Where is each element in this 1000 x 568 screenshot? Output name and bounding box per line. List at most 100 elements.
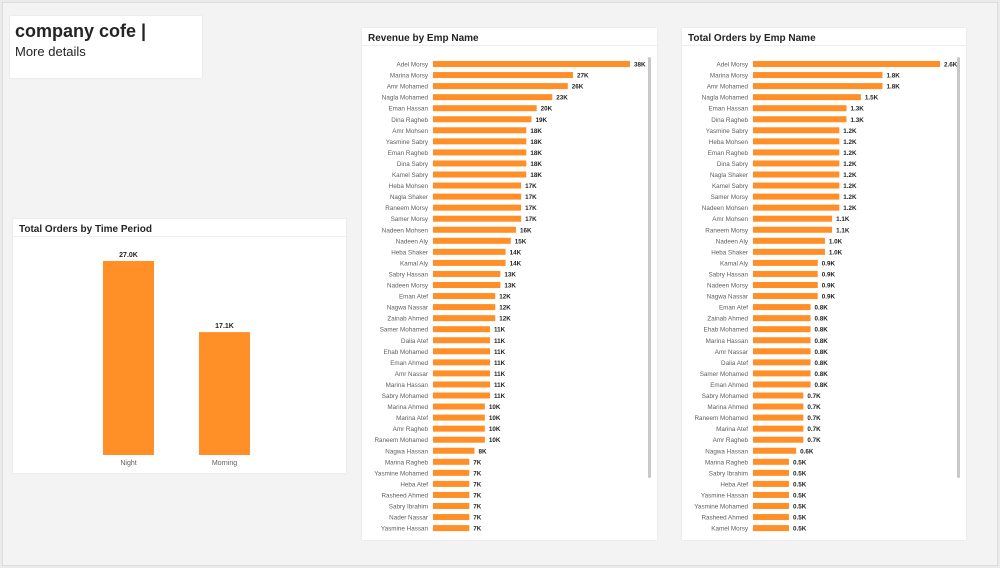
category-label: Yasmine Hassan (701, 492, 749, 499)
data-label: 0.7K (807, 437, 821, 444)
category-label: Dalia Atef (401, 338, 428, 345)
data-label: 18K (530, 161, 542, 168)
category-label: Marina Ahmed (707, 404, 748, 411)
data-label: 1.2K (843, 183, 857, 190)
data-label: 20K (541, 106, 553, 113)
bar (753, 293, 818, 300)
chart-title: Total Orders by Time Period (19, 224, 152, 235)
data-label: 0.5K (793, 470, 807, 477)
bar (753, 138, 840, 145)
category-label: Nagwa Nassar (707, 294, 748, 301)
data-label: 13K (504, 283, 516, 290)
more-details-link[interactable]: More details (15, 44, 86, 59)
category-label: Heba Atef (720, 481, 748, 488)
category-label: Marina Atef (716, 426, 748, 433)
bar (433, 94, 553, 101)
data-label: 1.3K (851, 106, 865, 113)
data-label: 13K (504, 271, 516, 278)
category-label: Adel Morsy (717, 62, 749, 69)
bar (433, 326, 491, 333)
category-label: Amr Nassar (715, 349, 748, 356)
bar (753, 491, 789, 498)
category-label: Yasmine Mohamed (374, 470, 428, 477)
category-label: Heba Shaker (711, 249, 748, 256)
bar (433, 193, 522, 200)
bar (753, 171, 840, 178)
category-label: Nadeen Mohsen (382, 227, 429, 234)
data-label: 15K (515, 238, 527, 245)
category-label: Sabry Hassan (708, 271, 748, 278)
data-label: 0.5K (793, 526, 807, 533)
scrollbar[interactable] (957, 57, 960, 478)
chart-title: Total Orders by Emp Name (688, 33, 816, 44)
data-label: 10K (489, 437, 501, 444)
category-label: Nagla Mohamed (382, 95, 429, 102)
category-label: Amr Ragheb (713, 437, 749, 444)
bar (753, 381, 811, 388)
bar (753, 226, 833, 233)
data-label: 10K (489, 415, 501, 422)
category-label: Amr Mohamed (707, 84, 749, 91)
bar (433, 458, 470, 465)
bar (753, 525, 789, 532)
bar (433, 226, 516, 233)
data-label: 0.9K (822, 260, 836, 267)
bar (753, 403, 804, 410)
bar (433, 215, 522, 222)
category-label: Nagla Shaker (390, 194, 428, 201)
bar (753, 337, 811, 344)
data-label: 0.8K (815, 360, 829, 367)
data-label: 11K (494, 349, 506, 356)
bar (753, 480, 789, 487)
scrollbar[interactable] (648, 57, 651, 478)
bar (433, 116, 532, 123)
bar (753, 61, 940, 67)
bar (753, 116, 847, 123)
bar (753, 370, 811, 377)
data-label: 11K (494, 371, 506, 378)
data-label: 1.5K (865, 95, 879, 102)
bar (753, 193, 840, 200)
data-label: 12K (499, 305, 511, 312)
bar (433, 447, 475, 454)
bar (433, 83, 568, 90)
category-label: Kamel Sabry (392, 172, 429, 179)
category-label: Kamal Aly (720, 260, 749, 267)
data-label: 7K (473, 459, 482, 466)
bar (433, 514, 470, 521)
category-label: Yasmine Hassan (381, 526, 429, 533)
category-label: Marina Ragheb (385, 459, 429, 466)
data-label: 1.1K (836, 216, 850, 223)
bar (753, 436, 804, 443)
data-label: 1.1K (836, 227, 850, 234)
bar (753, 83, 883, 90)
category-label: Nagwa Hassan (385, 448, 428, 455)
category-label: Eman Ahmed (710, 382, 748, 389)
bar (753, 248, 825, 255)
data-label: 0.5K (793, 459, 807, 466)
bar (433, 270, 501, 277)
bar (753, 304, 811, 311)
data-label: 0.9K (822, 283, 836, 290)
data-label: 1.2K (843, 161, 857, 168)
category-label: Sabry Hassan (388, 271, 428, 278)
category-label: Kamal Aly (400, 260, 429, 267)
data-label: 0.5K (793, 492, 807, 499)
data-label: 23K (556, 95, 568, 102)
bar (753, 72, 883, 79)
bar (433, 138, 527, 145)
data-label: 16K (520, 227, 532, 234)
category-label: Eman Atef (719, 305, 748, 312)
category-label: Nagwa Nassar (387, 305, 428, 312)
category-label: Marina Atef (396, 415, 428, 422)
data-label: 1.8K (886, 84, 900, 91)
bar (433, 392, 491, 399)
chart-header (13, 219, 346, 237)
data-label: 0.8K (815, 327, 829, 334)
category-label: Dina Ragheb (391, 117, 428, 124)
data-label: 14K (510, 249, 522, 256)
page-title: company cofe | (15, 21, 147, 41)
bar (433, 182, 522, 189)
category-label: Yasmine Sabry (386, 139, 429, 146)
time-period-chart: Total Orders by Time Period 27.0K Night 17… (13, 219, 346, 473)
